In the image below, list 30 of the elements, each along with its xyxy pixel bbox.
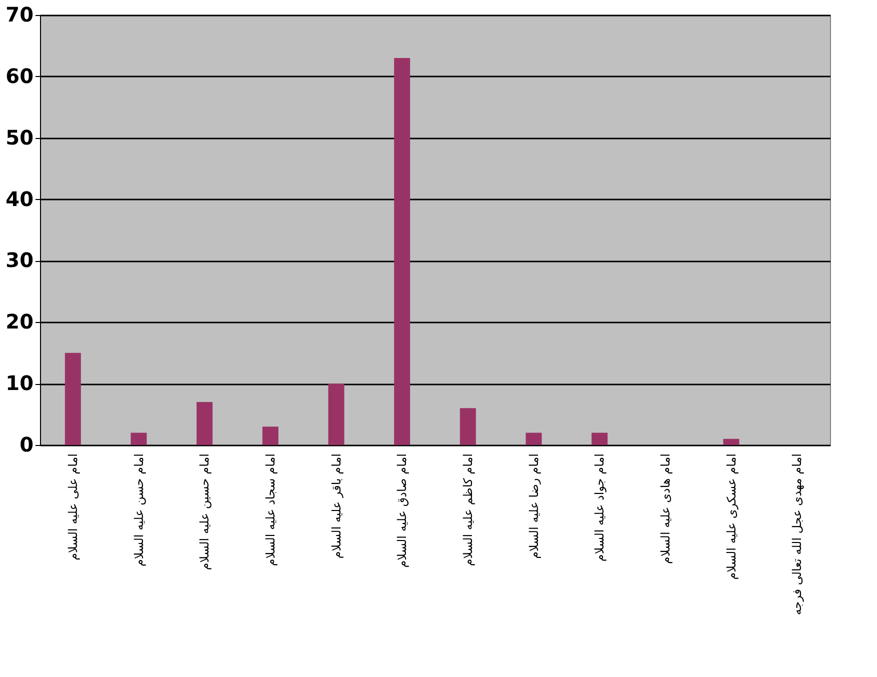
y-tick-label: 0 — [20, 432, 34, 456]
x-tick-label: امام هادی علیه السلام — [658, 454, 672, 564]
x-tick-label: امام سجاد علیه السلام — [263, 454, 278, 566]
x-tick-label: امام کاظم علیه السلام — [460, 454, 475, 566]
bar — [64, 352, 81, 445]
x-tick-label: امام حسین علیه السلام — [198, 454, 212, 570]
y-tick-label: 20 — [6, 310, 34, 334]
x-tick-label: امام باقر علیه السلام — [329, 454, 344, 559]
x-tick-label: امام جواد علیه السلام — [592, 454, 607, 562]
y-tick-label: 60 — [6, 64, 34, 88]
y-tick-label: 10 — [6, 371, 34, 396]
x-tick-label: امام عسکری علیه السلام — [724, 454, 738, 580]
x-tick-label: امام علی علیه السلام — [66, 454, 80, 560]
y-tick-label: 50 — [6, 125, 34, 150]
bar — [262, 426, 278, 445]
bar — [526, 432, 542, 445]
bar — [196, 402, 213, 445]
x-tick-label: امام مهدی عجل الله تعالی فرجه — [790, 454, 804, 616]
bar — [723, 438, 740, 445]
y-tick-label: 30 — [6, 248, 34, 272]
bar — [130, 432, 147, 445]
x-tick-label: امام صادق علیه السلام — [395, 454, 410, 568]
bar — [460, 408, 476, 445]
y-tick-label: 70 — [6, 2, 34, 26]
y-tick-label: 40 — [6, 186, 34, 211]
x-tick-label: امام حسن علیه السلام — [132, 454, 146, 567]
bar — [592, 432, 608, 445]
bar — [394, 58, 410, 445]
x-tick-label: امام رضا علیه السلام — [526, 454, 541, 559]
bar — [328, 384, 344, 445]
